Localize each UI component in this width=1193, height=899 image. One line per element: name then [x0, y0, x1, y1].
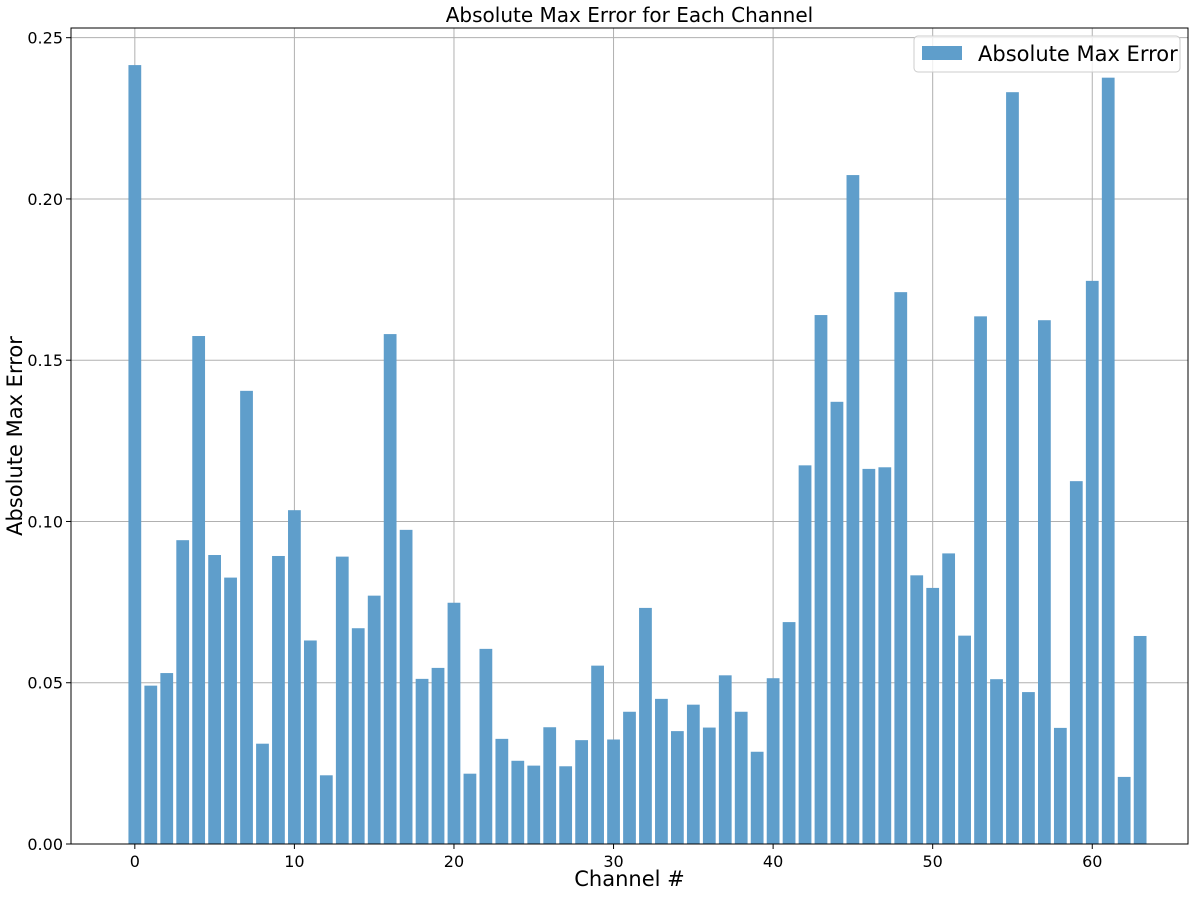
bar [702, 727, 716, 844]
bar [1117, 776, 1131, 844]
bar [383, 334, 397, 844]
bar [1006, 92, 1019, 844]
bar [910, 575, 924, 844]
bar [208, 555, 221, 844]
bar [782, 622, 796, 844]
bar [431, 667, 445, 844]
bar [575, 740, 589, 844]
axes [66, 27, 1189, 849]
bar [734, 711, 748, 844]
x-axis-title: Channel # [574, 867, 685, 891]
bar [176, 540, 190, 844]
bar [894, 292, 908, 845]
bar [1085, 280, 1099, 844]
bar [319, 775, 333, 844]
bar [479, 648, 493, 844]
x-tick-label: 60 [1082, 852, 1102, 871]
bar [958, 635, 971, 844]
bar [750, 751, 764, 844]
bar [415, 678, 429, 844]
bar [655, 698, 668, 844]
bar [240, 390, 253, 844]
bars [128, 65, 1147, 845]
bar [272, 555, 285, 844]
bar [559, 766, 573, 844]
x-tick-label: 20 [444, 852, 464, 871]
bar [623, 711, 636, 844]
bar [144, 685, 158, 844]
bar [303, 640, 317, 844]
x-tick-label: 0 [130, 852, 140, 871]
y-tick-label: 0.20 [27, 190, 63, 209]
plot-frame [70, 27, 1189, 845]
x-tick-label: 40 [763, 852, 783, 871]
bar [1053, 727, 1067, 844]
bar [942, 553, 956, 844]
y-tick-label: 0.05 [27, 674, 63, 693]
bar [399, 529, 413, 844]
bar [1022, 692, 1035, 844]
bar [256, 743, 269, 844]
bar [766, 678, 780, 844]
bar [607, 739, 620, 844]
bar [974, 316, 987, 844]
bar [335, 556, 349, 844]
y-tick-label: 0.00 [27, 835, 63, 854]
bar [670, 731, 684, 844]
bar [686, 704, 700, 844]
bar [990, 679, 1003, 844]
y-tick-label: 0.10 [27, 512, 63, 531]
bar [495, 738, 509, 844]
bar [1069, 481, 1083, 844]
bar [224, 577, 237, 844]
legend-label: Absolute Max Error [978, 42, 1178, 66]
bar [288, 510, 301, 844]
bar [1101, 77, 1115, 845]
bar [351, 628, 365, 844]
bar [447, 602, 461, 844]
y-tick-label: 0.15 [27, 351, 63, 370]
bar [1038, 320, 1051, 844]
bar [511, 760, 525, 844]
legend-swatch [922, 46, 962, 60]
bar [639, 607, 652, 844]
bar [591, 665, 604, 844]
bar [463, 773, 477, 844]
legend: Absolute Max Error [913, 35, 1181, 73]
bar [830, 401, 844, 844]
bar [367, 595, 381, 844]
bar [1133, 635, 1147, 844]
x-tick-label: 50 [923, 852, 943, 871]
bar [527, 765, 541, 844]
y-tick-label: 0.25 [27, 29, 63, 48]
tick-labels: 0 10 20 30 40 50 60 0.00 0.05 0.10 0.15 0.20 0.25 [27, 29, 1102, 871]
legend-frame [913, 35, 1181, 73]
chart-title: Absolute Max Error for Each Channel [446, 3, 813, 27]
bar [192, 336, 206, 844]
x-tick-label: 30 [603, 852, 623, 871]
bar [543, 727, 557, 844]
bar [128, 65, 142, 844]
bar [718, 675, 732, 844]
bar [926, 587, 940, 844]
bar [814, 315, 828, 844]
bar [798, 465, 812, 844]
y-axis-title: Absolute Max Error [3, 336, 27, 536]
x-tick-label: 10 [284, 852, 304, 871]
bar [160, 673, 174, 844]
bar [862, 468, 876, 844]
bar [878, 467, 892, 844]
bar [846, 175, 860, 845]
